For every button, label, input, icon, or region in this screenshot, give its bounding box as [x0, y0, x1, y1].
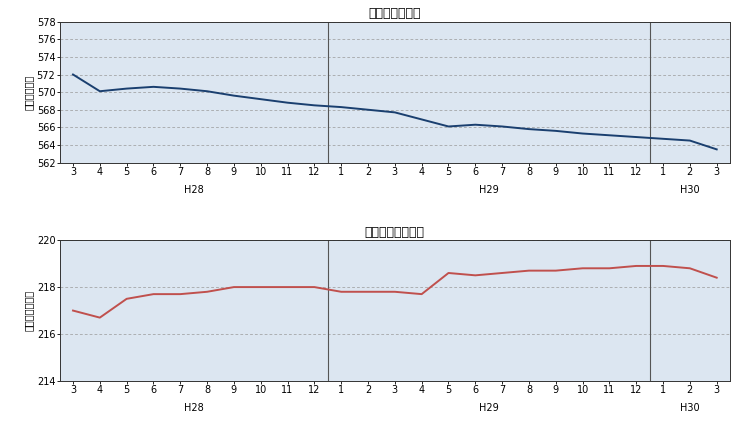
Text: H29: H29: [479, 185, 498, 195]
Text: H30: H30: [680, 185, 700, 195]
Y-axis label: （人口・千）: （人口・千）: [24, 74, 34, 110]
Title: 推計世帯数の推移: 推計世帯数の推移: [365, 226, 425, 239]
Text: H30: H30: [680, 403, 700, 413]
Y-axis label: （世帯数・千）: （世帯数・千）: [24, 290, 34, 331]
Text: H29: H29: [479, 403, 498, 413]
Title: 推計人口の推移: 推計人口の推移: [369, 7, 421, 20]
Text: H28: H28: [184, 185, 203, 195]
Text: H28: H28: [184, 403, 203, 413]
